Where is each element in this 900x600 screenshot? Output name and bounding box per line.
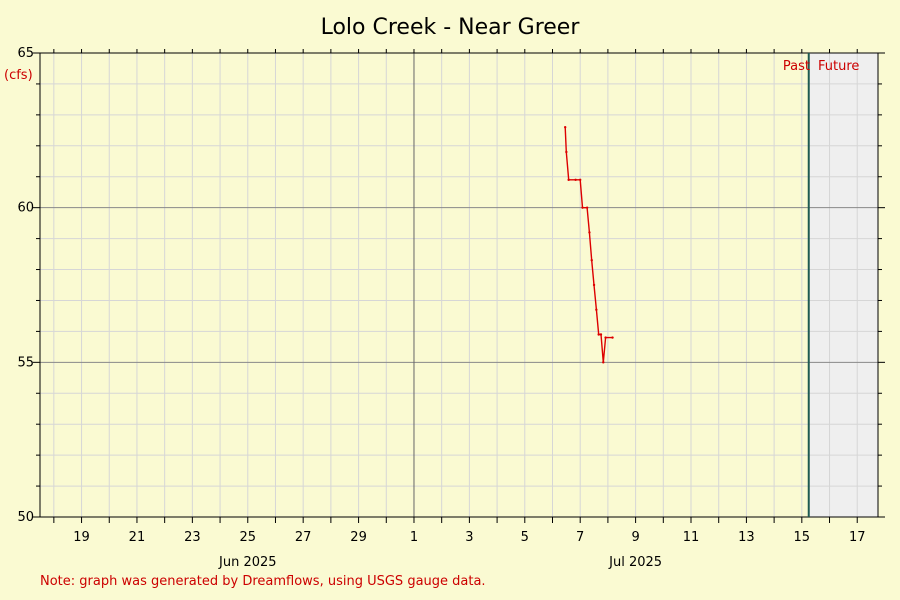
x-month-label: Jul 2025 <box>608 555 662 570</box>
x-month-label: Jun 2025 <box>218 555 277 570</box>
x-tick-label: 17 <box>849 530 866 545</box>
y-tick-label: 55 <box>17 355 34 370</box>
flow-data-point <box>585 206 589 209</box>
footer-note: Note: graph was generated by Dreamflows,… <box>40 574 486 589</box>
x-tick-label: 27 <box>295 530 312 545</box>
x-tick-label: 7 <box>576 530 584 545</box>
flow-data-point <box>595 308 598 311</box>
flow-data-point <box>592 283 596 287</box>
x-tick-labels: 19 21 23 25 27 29 1 3 5 7 9 11 13 15 17 <box>73 530 865 545</box>
flow-data-point <box>578 178 582 182</box>
y-axis-unit-label: (cfs) <box>4 68 33 83</box>
x-tick-label: 19 <box>73 530 90 545</box>
flow-series-line <box>564 127 613 363</box>
x-tick-label: 1 <box>410 530 418 545</box>
flow-data-point <box>581 206 584 209</box>
major-gridlines <box>40 53 878 517</box>
x-tick-label: 29 <box>350 530 367 545</box>
flow-data-point <box>590 259 593 262</box>
x-tick-label: 21 <box>129 530 146 545</box>
x-tick-label: 11 <box>683 530 700 545</box>
flow-series <box>563 126 614 364</box>
flow-data-point <box>563 126 567 129</box>
y-tick-labels: 50 55 60 65 <box>17 46 34 525</box>
axis-ticks <box>33 49 885 523</box>
x-tick-label: 5 <box>521 530 529 545</box>
x-tick-label: 23 <box>184 530 201 545</box>
flow-data-point <box>604 336 607 339</box>
past-label: Past <box>783 59 810 74</box>
plot-frame <box>39 52 879 518</box>
x-tick-label: 15 <box>794 530 811 545</box>
x-month-labels: Jun 2025 Jul 2025 <box>218 555 662 570</box>
flow-data-point <box>565 150 568 154</box>
y-tick-label: 50 <box>17 510 34 525</box>
flow-data-point <box>588 231 591 234</box>
minor-gridlines <box>40 53 878 517</box>
y-tick-label: 65 <box>17 46 34 61</box>
flow-data-point <box>611 336 614 339</box>
future-region <box>808 53 878 517</box>
flow-data-point <box>597 333 600 336</box>
chart-title: Lolo Creek - Near Greer <box>321 15 581 40</box>
x-tick-label: 25 <box>239 530 256 545</box>
future-label: Future <box>818 59 859 74</box>
x-tick-label: 9 <box>631 530 639 545</box>
flow-data-point <box>574 178 577 182</box>
flow-data-point <box>567 178 570 182</box>
flow-data-point <box>602 361 605 364</box>
flow-data-point <box>599 333 603 336</box>
x-tick-label: 3 <box>465 530 473 545</box>
y-tick-label: 60 <box>17 201 34 216</box>
x-tick-label: 13 <box>738 530 755 545</box>
